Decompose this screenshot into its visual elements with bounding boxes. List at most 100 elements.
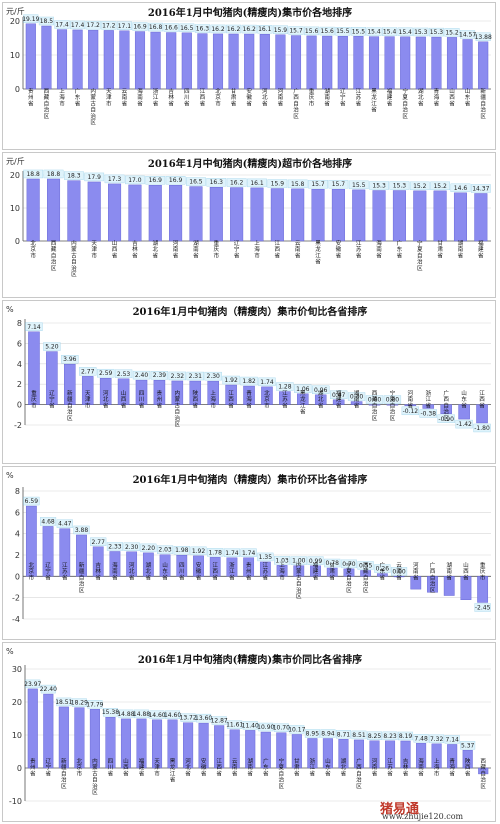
category-label: 湖南省 [324,87,330,107]
data-label: 18.5 [40,18,54,25]
data-label-box [413,734,429,743]
watermark-brand: 猪易通 [380,802,420,817]
bar [243,557,255,577]
data-label: 8.94 [321,730,335,737]
category-label: 河南省 [173,239,179,259]
category-label: 新疆自治区 [61,757,67,790]
category-label: 广西自治区 [293,87,299,120]
unit-label: 元/斤 [6,156,25,166]
data-label: 15.5 [336,28,350,35]
data-label: 10.90 [257,724,274,731]
chart-panel-ten-day-change: % 2016年1月中旬猪肉（精瘦肉）集市价旬比各省排序 -2 0 2 4 6 8 7.14 重庆市… [2,300,496,464]
bar [369,740,380,769]
category-label: 浙江省 [229,561,235,581]
category-label: 福建省 [478,239,484,259]
category-label: 河北省 [185,757,191,777]
category-label: 湖南省 [446,561,452,581]
category-label: 山西省 [121,389,127,409]
data-label-box [276,382,294,391]
data-label: -0.38 [421,410,437,417]
category-label: 湖南省 [354,389,360,409]
data-label: 12.87 [211,718,228,725]
category-label: 北京市 [215,87,221,107]
category-label: 新疆自治区 [79,561,85,594]
data-label-box [101,21,117,30]
category-label: 辽宁省 [45,561,51,581]
data-label-box [90,537,107,546]
category-label: 上海市 [279,561,285,581]
data-label: 0.00 [368,397,382,404]
category-label: 湖南省 [458,239,464,259]
bar [25,505,37,577]
data-label-box [340,559,357,569]
data-label: 2.40 [135,372,149,379]
data-label-box [455,419,473,429]
y-tick-label: 20 [10,171,20,180]
data-label-box [118,709,134,719]
category-label: 江苏省 [356,88,362,107]
data-label: 2.30 [207,373,221,380]
data-label-box [23,14,39,23]
bar [353,739,364,769]
data-label: 8.95 [306,730,320,737]
data-label-box [226,24,242,34]
y-tick-label: 0 [17,401,22,410]
category-label: 青海省 [434,87,440,107]
data-label: 17.79 [86,701,103,708]
bar [198,722,209,769]
data-label: 15.3 [372,183,386,190]
data-label-box [168,371,187,381]
y-tick-label: 4 [15,530,20,539]
bar [478,767,489,775]
data-label: -1.42 [456,421,472,428]
category-label: 甘肃省 [437,239,443,259]
bar [270,188,284,242]
data-label: 4.47 [58,521,72,528]
watermark-url: www.zhujie120.com [382,812,464,821]
bar [142,552,154,577]
category-label: 内蒙古自治区 [296,561,302,600]
data-label-box [437,414,455,423]
data-label: 16.2 [227,26,241,33]
bar [109,551,121,577]
chart-title: 2016年1月中旬猪肉(精瘦肉)超市价各地排序 [148,157,352,170]
bar [276,565,288,577]
data-label-box [324,558,341,568]
bar [189,380,202,405]
data-label: 16.3 [196,26,210,33]
data-label-box [125,175,145,185]
data-label: 19.19 [22,16,39,23]
data-label: 2.20 [142,545,156,552]
data-label-box [257,552,274,562]
data-label-box [132,22,148,31]
category-label: 江苏省 [62,562,68,581]
category-label: 江苏省 [387,758,393,777]
data-label-box [211,716,227,725]
bar [225,384,237,405]
category-label: 浙江省 [425,389,431,409]
data-label-box [23,496,40,506]
data-label-box [63,171,84,180]
bar [89,709,100,769]
bar [64,364,76,405]
bar [353,36,364,90]
category-label: 吉林省 [132,240,138,259]
data-label-box [61,355,79,364]
data-label: 4.68 [41,518,55,525]
data-label-box [123,542,140,552]
category-label: 辽宁省 [49,389,55,409]
data-label: 14.60 [148,712,165,719]
data-label-box [308,179,328,189]
data-label: 1.06 [296,386,310,393]
chart-title: 2016年1月中旬猪肉(精瘦肉)集市价同比各省排序 [138,653,362,666]
data-label-box [180,713,196,722]
bar [350,401,363,405]
category-label: 宁夏自治区 [417,239,423,272]
data-label-box [304,729,320,738]
bar [209,557,221,577]
category-label: 安徽省 [201,757,207,777]
data-label: 13.60 [195,715,212,722]
data-label: 16.8 [149,24,163,31]
data-label-box [79,367,97,376]
data-label-box [84,172,105,182]
